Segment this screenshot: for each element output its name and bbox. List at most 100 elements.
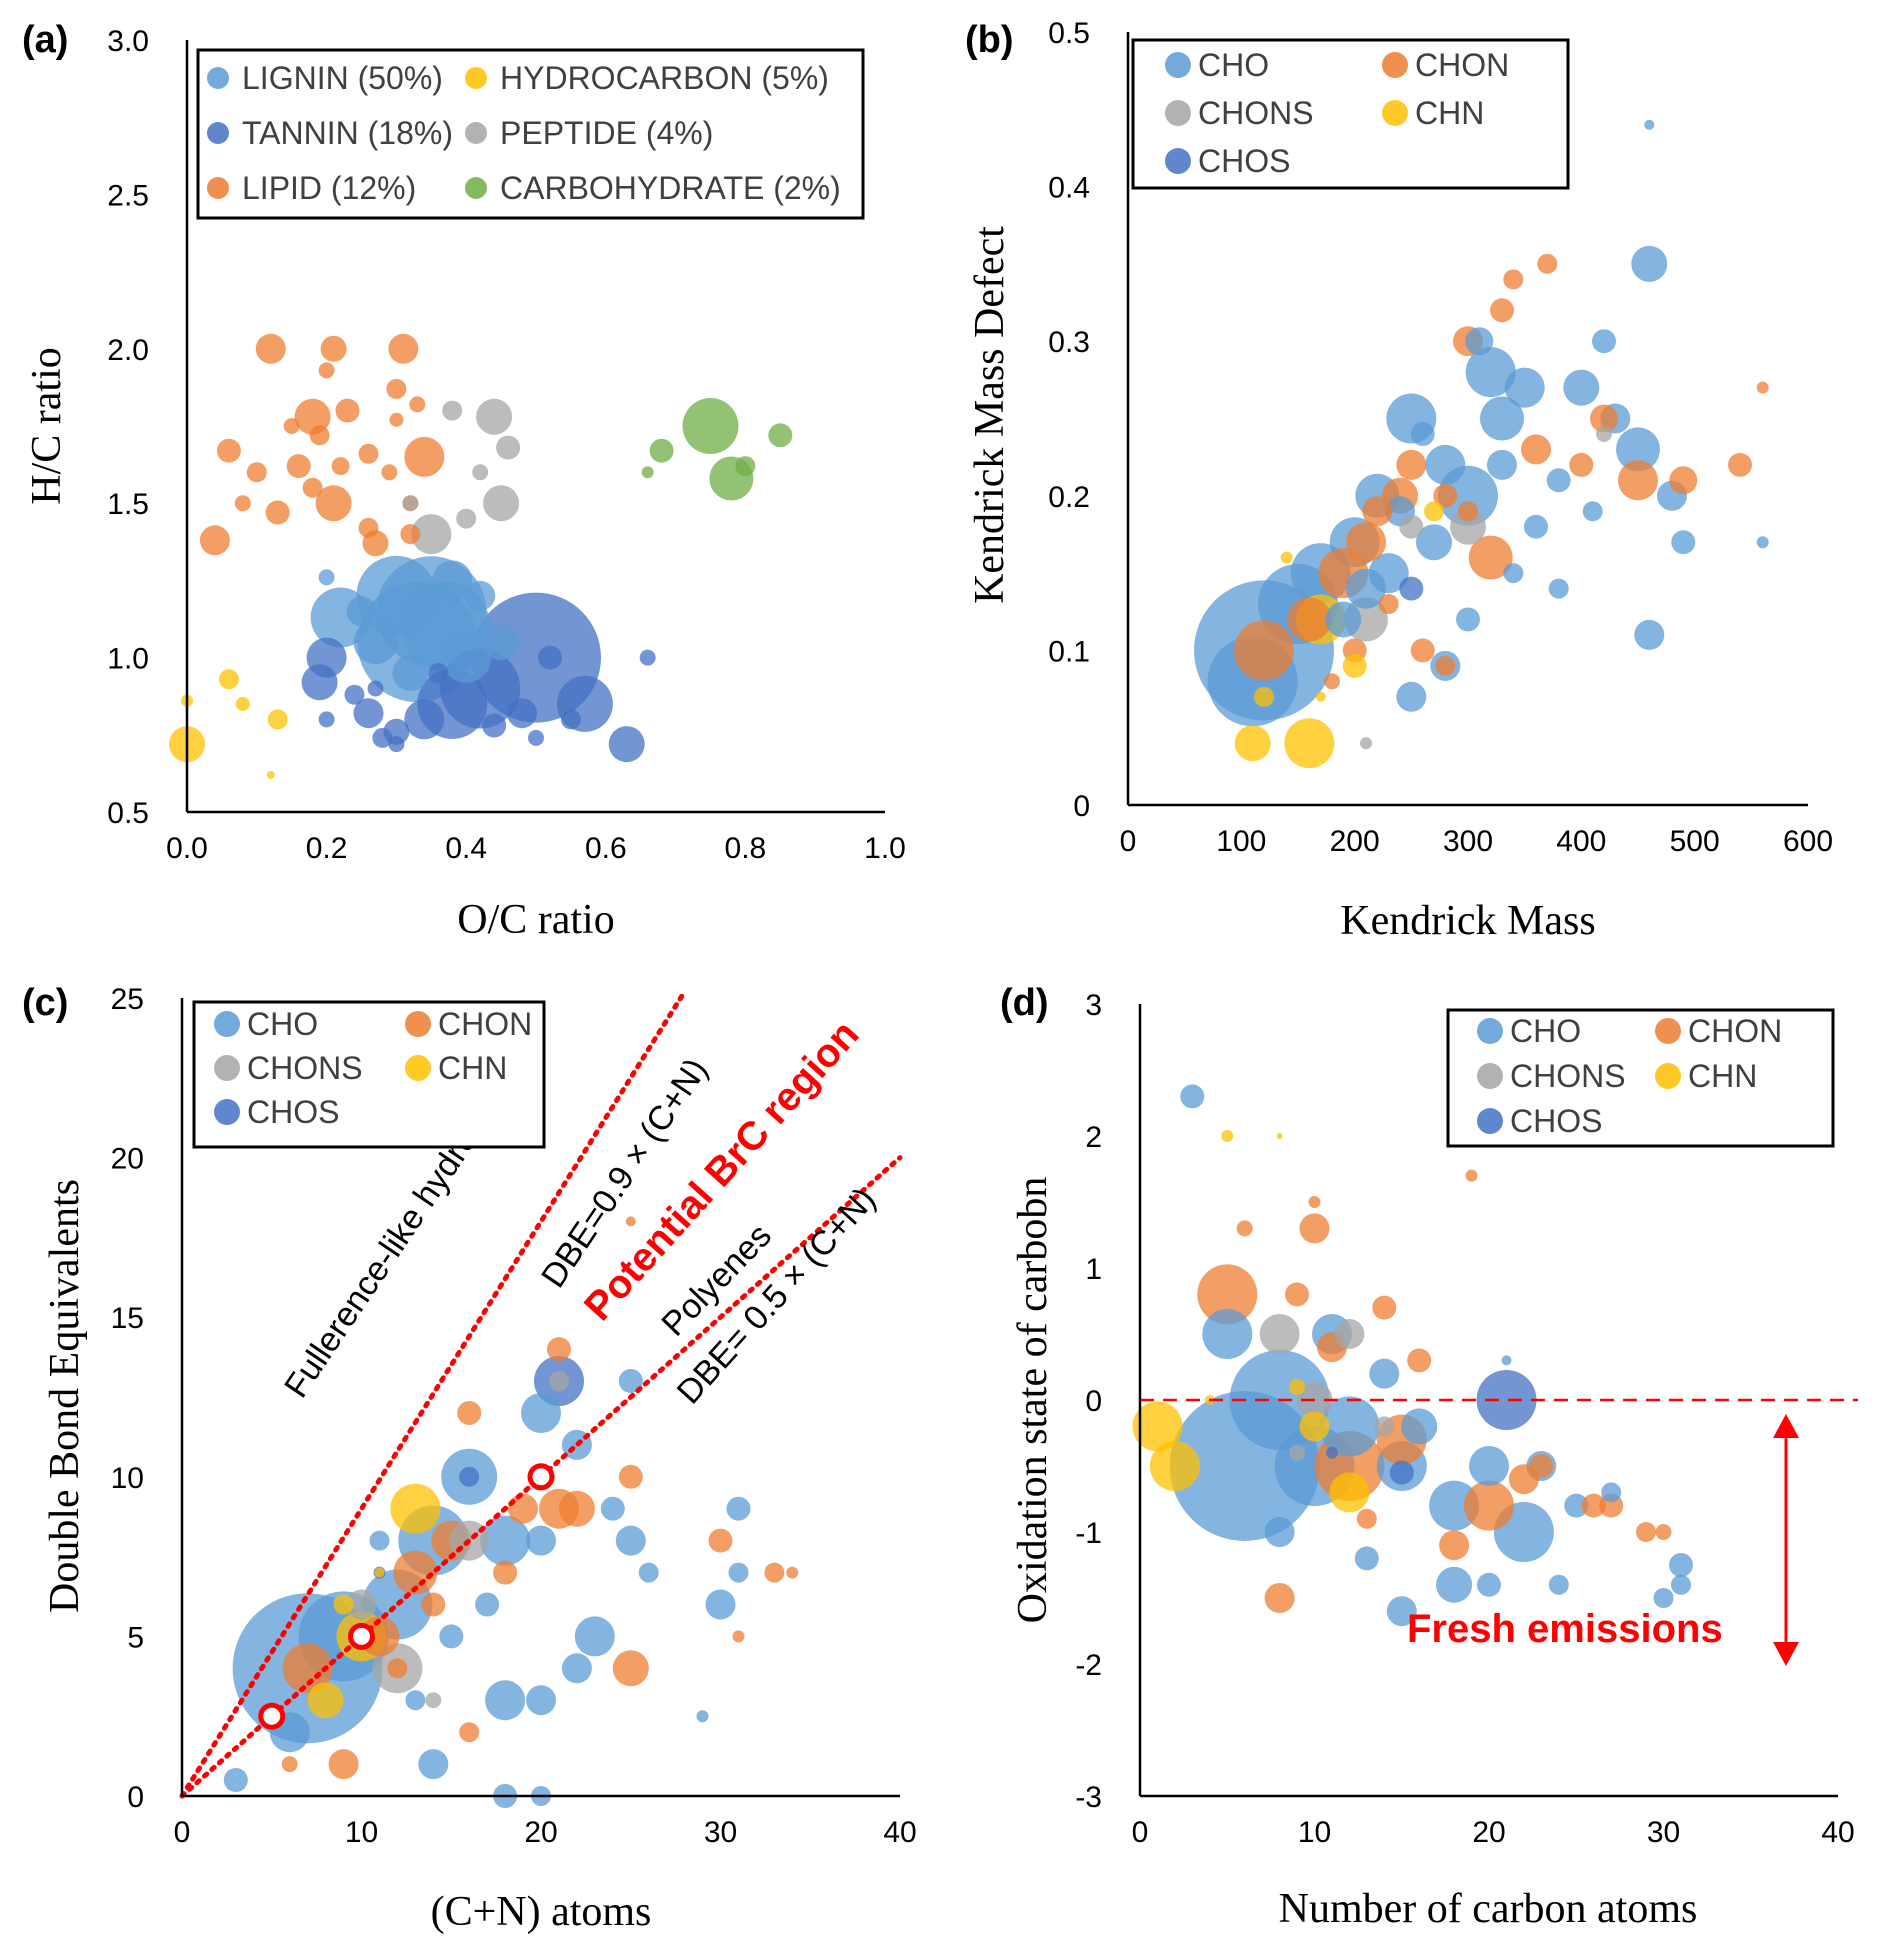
panel-a-y-tick-label: 2.0 xyxy=(107,334,149,367)
panel-d-label: (d) xyxy=(1000,982,1049,1024)
panel-d-point-chon xyxy=(1308,1196,1321,1208)
legend-marker-peptide xyxy=(465,122,487,144)
panel-a-x-label: O/C ratio xyxy=(457,897,614,943)
panel-c-x-tick-label: 30 xyxy=(704,1816,737,1849)
panel-a-x-tick-label: 0.0 xyxy=(166,832,208,865)
panel-b-point-chon xyxy=(1435,655,1456,676)
panel-a-point-lipid xyxy=(265,500,290,525)
panel-d-point-cho xyxy=(1477,1572,1501,1597)
panel-a-point-peptide xyxy=(472,464,489,481)
panel-b-point-chon xyxy=(1490,298,1514,323)
panel-d-point-chon xyxy=(1439,1530,1470,1561)
panel-a-point-tannin xyxy=(353,698,384,729)
panel-a-point-peptide xyxy=(456,508,477,529)
panel-b-x-tick-label: 600 xyxy=(1783,825,1833,858)
panel-b-point-chons xyxy=(1399,514,1424,539)
panel-c-point-chon xyxy=(786,1566,799,1579)
panel-c-point-chon xyxy=(421,1592,446,1617)
panel-b-point-cho xyxy=(1548,578,1569,599)
panel-c-point-chon xyxy=(493,1560,518,1585)
panel-b-point-cho xyxy=(1582,501,1603,522)
panel-d-reference xyxy=(1140,1398,1858,1666)
legend-label-peptide: PEPTIDE (4%) xyxy=(500,115,713,151)
panel-a-point-tannin xyxy=(560,709,581,730)
panel-d-point-chn xyxy=(1299,1411,1330,1442)
panel-d-point-cho xyxy=(1469,1446,1509,1486)
legend-marker-chons xyxy=(1165,100,1191,126)
panel-d-point-cho xyxy=(1653,1588,1674,1608)
panel-b-x-tick-label: 500 xyxy=(1670,825,1720,858)
panel-c-marks xyxy=(223,1216,799,1808)
dbe-line-marker xyxy=(527,1463,555,1491)
panel-a-point-lipid xyxy=(409,396,426,413)
legend-marker-chos xyxy=(1477,1108,1503,1134)
panel-a-point-lipid xyxy=(286,454,311,479)
panel-a-point-lignin xyxy=(392,655,429,691)
legend-label-chon: CHON xyxy=(1415,47,1509,83)
panel-c-point-cho xyxy=(615,1525,646,1556)
panel-b-point-cho xyxy=(1671,530,1696,555)
panel-d-point-chon xyxy=(1655,1524,1672,1540)
panel-a-point-lignin xyxy=(483,624,520,661)
panel-c-x-tick-label: 20 xyxy=(524,1816,557,1849)
panel-a-point-lipid xyxy=(335,398,360,423)
panel-c-point-cho xyxy=(561,1653,592,1684)
panel-c-point-chon xyxy=(459,1722,480,1743)
legend-label-chons: CHONS xyxy=(1510,1058,1626,1094)
panel-b-point-chon xyxy=(1756,381,1769,394)
panel-a-point-lipid xyxy=(216,438,241,463)
panel-a-point-lipid xyxy=(255,333,286,364)
panel-c-point-chon xyxy=(764,1562,785,1583)
panel-c-point-chons xyxy=(346,1589,377,1620)
panel-c-point-chon xyxy=(282,1643,333,1694)
panel-b-point-cho xyxy=(1465,347,1516,398)
panel-b-point-chon xyxy=(1521,434,1551,465)
panel-d-x-tick-label: 0 xyxy=(1132,1816,1149,1849)
legend-label-chn: CHN xyxy=(1415,95,1484,131)
panel-a-point-carbohydrate xyxy=(649,438,674,463)
panel-b-point-cho xyxy=(1465,327,1494,356)
panel-c-point-cho xyxy=(223,1768,248,1792)
panel-d-point-cho xyxy=(1386,1596,1417,1627)
legend-label-chon: CHON xyxy=(438,1006,532,1042)
panel-b-ticks: 0 100 200 300 400 500 600 0 0.1 0.2 0.3 0.4 0.5 xyxy=(1048,17,1833,858)
arrow-head-down xyxy=(1773,1642,1799,1666)
panel-b-point-chn xyxy=(1284,718,1335,769)
panel-b-point-cho xyxy=(1425,444,1466,485)
panel-c-point-chon xyxy=(281,1756,298,1773)
panel-c-legend: CHO CHON CHONS CHN CHOS xyxy=(192,1000,546,1149)
panel-a-point-tannin xyxy=(367,680,384,697)
panel-b-point-cho xyxy=(1346,568,1386,609)
legend-marker-carbohydrate xyxy=(465,177,487,199)
panel-a-point-lipid xyxy=(199,525,230,556)
panel-c-point-chn xyxy=(333,1594,354,1615)
panel-b-point-chon xyxy=(1569,452,1594,477)
panel-b-point-chn xyxy=(1342,653,1367,678)
panel-a-x-tick-label: 1.0 xyxy=(864,832,906,865)
panel-a-point-lignin xyxy=(432,560,473,601)
panel-b-point-chon xyxy=(1287,597,1332,642)
panel-b-y-tick-label: 0.1 xyxy=(1048,635,1090,668)
panel-a-point-lipid xyxy=(283,418,300,434)
panel-b-y-tick-label: 0 xyxy=(1073,790,1090,823)
panel-d-point-chos xyxy=(1476,1370,1537,1430)
panel-c-point-chn xyxy=(390,1483,441,1534)
panel-a-point-tannin xyxy=(428,663,449,683)
panel-b-point-chn xyxy=(1424,501,1444,522)
panel-b-point-chon xyxy=(1503,269,1524,290)
panel-c-y-tick-label: 15 xyxy=(111,1302,144,1335)
panel-d-point-cho xyxy=(1369,1358,1400,1389)
panel-a-y-tick-label: 1.0 xyxy=(107,643,149,676)
panel-b-point-cho xyxy=(1396,681,1427,712)
panel-d-point-cho xyxy=(1264,1517,1295,1547)
legend-label-cho: CHO xyxy=(247,1006,318,1042)
panel-c-point-chos xyxy=(459,1466,480,1487)
panel-a-point-tannin xyxy=(507,698,537,729)
panel-a-point-lipid xyxy=(358,443,379,464)
panel-a-point-lignin xyxy=(441,632,492,683)
panel-d-point-chon xyxy=(1529,1454,1554,1478)
panel-d-y-tick-label: 1 xyxy=(1085,1253,1102,1286)
panel-d-x-label: Number of carbon atoms xyxy=(1279,1886,1698,1932)
panel-c: (c) 0 10 20 30 40 0 5 10 15 20 25 (C+N) atoms Doub… xyxy=(22,982,917,1935)
panel-b-legend: CHO CHON CHONS CHN CHOS xyxy=(1131,38,1570,190)
